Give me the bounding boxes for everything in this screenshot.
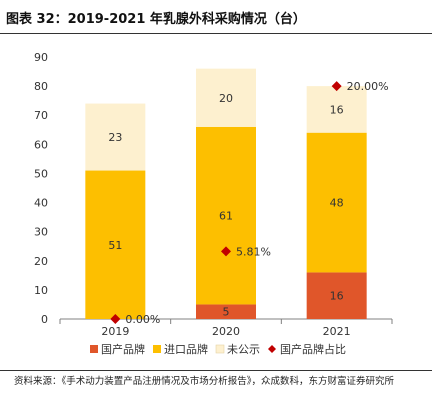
y-tick-label: 20 <box>34 255 48 268</box>
legend-label: 国产品牌 <box>101 342 145 356</box>
share-label: 20.00% <box>347 80 389 93</box>
share-marker <box>331 81 342 92</box>
data-label: 20 <box>219 92 233 105</box>
share-label: 0.00% <box>125 313 160 326</box>
data-label: 48 <box>330 197 344 210</box>
share-marker <box>110 314 121 324</box>
legend-swatch <box>268 345 276 353</box>
bar-segment <box>196 68 256 127</box>
data-label: 16 <box>330 290 344 303</box>
y-tick-label: 90 <box>34 51 48 64</box>
y-tick-label: 80 <box>34 80 48 93</box>
bar-segment <box>196 304 256 319</box>
legend-swatch <box>215 344 225 354</box>
legend-swatch <box>153 345 161 353</box>
chart-title: 图表 32：2019-2021 年乳腺外科采购情况（台） <box>6 12 306 27</box>
y-tick-label: 0 <box>41 313 48 326</box>
data-label: 61 <box>219 210 233 223</box>
y-tick-label: 60 <box>34 138 48 151</box>
y-tick-label: 40 <box>34 197 48 210</box>
share-label: 5.81% <box>236 245 271 258</box>
data-label: 23 <box>108 131 122 144</box>
bar-segment <box>196 126 256 305</box>
share-marker <box>221 246 231 257</box>
legend-label: 未公示 <box>227 343 260 356</box>
data-label: 16 <box>330 103 344 116</box>
bar-segment <box>306 132 367 273</box>
bar-segment <box>306 86 367 133</box>
source-divider <box>0 370 432 371</box>
x-tick-label: 2021 <box>323 325 351 338</box>
y-tick-label: 50 <box>34 167 48 180</box>
source-note: 资料来源：《手术动力装置产品注册情况及市场分析报告》，众成数科，东方财富证券研究… <box>14 376 395 387</box>
bar-segment <box>85 103 146 171</box>
bar-segment <box>85 170 146 319</box>
y-tick-label: 70 <box>34 109 48 122</box>
legend-label: 国产品牌占比 <box>280 342 346 356</box>
data-label: 5 <box>223 306 230 319</box>
title-divider <box>0 33 432 34</box>
data-label: 51 <box>108 239 122 252</box>
y-tick-label: 10 <box>34 284 48 297</box>
x-tick-label: 2019 <box>101 325 129 338</box>
stacked-bar-chart: 0102030405060708090512320195612020201648… <box>34 51 393 356</box>
y-tick-label: 30 <box>34 226 48 239</box>
bar-segment <box>306 272 367 319</box>
x-tick-label: 2020 <box>212 325 240 338</box>
legend-label: 进口品牌 <box>164 342 208 356</box>
legend-swatch <box>90 345 98 353</box>
